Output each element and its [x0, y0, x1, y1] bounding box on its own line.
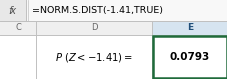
Text: E: E: [186, 23, 192, 32]
Text: $f\!x$: $f\!x$: [8, 4, 18, 16]
Bar: [0, 0, 227, 21]
Bar: [151, 21, 227, 35]
Bar: [152, 36, 226, 78]
Text: 0.0793: 0.0793: [169, 52, 209, 62]
Text: =NORM.S.DIST(-1.41,TRUE): =NORM.S.DIST(-1.41,TRUE): [32, 6, 162, 15]
Text: $\mathbf{\mathit{P}}$ $\mathbf{\mathit{(Z < -1.41) =}}$: $\mathbf{\mathit{P}}$ $\mathbf{\mathit{(…: [55, 50, 132, 64]
Bar: [0, 35, 227, 79]
Text: C: C: [15, 23, 21, 32]
Text: D: D: [90, 23, 97, 32]
Bar: [0, 0, 26, 21]
Bar: [0, 21, 227, 35]
